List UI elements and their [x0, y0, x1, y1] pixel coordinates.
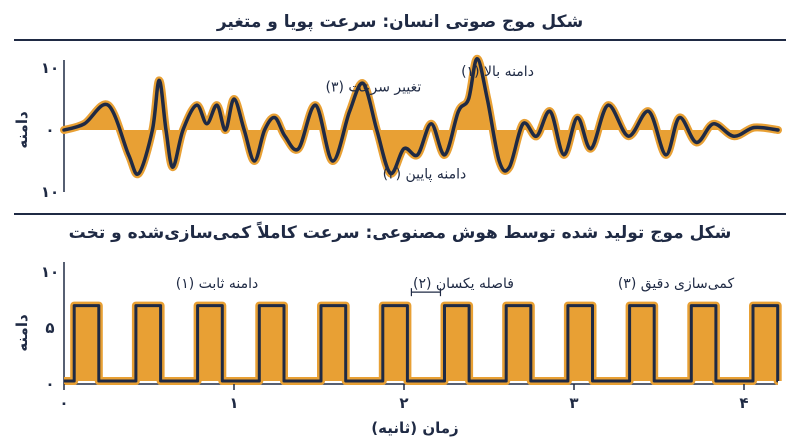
bottom-chart-yticks: ۰ ۵ ۱۰: [41, 263, 59, 393]
bottom-xtick-label: ۴: [739, 394, 748, 412]
top-ytick-label: ۱۰: [41, 183, 59, 201]
bottom-xtick-label: ۰: [59, 394, 68, 412]
top-wave-line: [62, 56, 780, 176]
bottom-wave-line: [64, 304, 780, 383]
top-chart-plot: [60, 54, 782, 192]
top-chart-yticks: ۱۰ ۰ ۱۰: [41, 59, 59, 201]
bottom-xtick-label: ۳: [569, 394, 578, 412]
bottom-ytick-label: ۵: [45, 319, 54, 337]
top-annotation: دامنه پایین (۲): [383, 166, 467, 182]
bottom-ytick-label: ۱۰: [41, 263, 59, 281]
top-chart-title: شکل موج صوتی انسان: سرعت پویا و متغیر: [216, 12, 583, 32]
top-annotation: تغییر سرعت (۳): [326, 80, 422, 96]
bottom-chart-xticks: ۰ ۱ ۲ ۳ ۴: [59, 384, 749, 412]
bottom-ytick-label: ۰: [45, 375, 54, 393]
bottom-wave-fill: [64, 305, 778, 381]
bottom-xtick-label: ۱: [229, 394, 238, 412]
bottom-wave-glow: [64, 301, 782, 385]
bottom-xtick-label: ۲: [399, 394, 408, 412]
bottom-chart-annotations: دامنه ثابت (۱) فاصله یکسان (۲) کمی‌سازی دق…: [176, 276, 735, 292]
top-annotation: دامنه بالا (۱): [461, 64, 534, 80]
top-chart-annotations: دامنه بالا (۱) تغییر سرعت (۳) دامنه پایین …: [326, 64, 534, 182]
bottom-chart-title: شکل موج تولید شده توسط هوش مصنوعی: سرعت …: [69, 221, 732, 243]
bottom-chart-xlabel: زمان (ثانیه): [371, 419, 458, 437]
bottom-chart-plot: [63, 262, 782, 385]
bottom-annotation: دامنه ثابت (۱): [176, 276, 259, 292]
bottom-chart-ylabel: دامنه: [13, 314, 31, 352]
bottom-annotation: فاصله یکسان (۲): [413, 276, 514, 292]
top-chart-ylabel: دامنه: [13, 111, 31, 149]
bottom-annotation: کمی‌سازی دقیق (۳): [618, 276, 735, 292]
top-ytick-label: ۱۰: [41, 59, 59, 77]
top-ytick-label: ۰: [45, 121, 54, 139]
